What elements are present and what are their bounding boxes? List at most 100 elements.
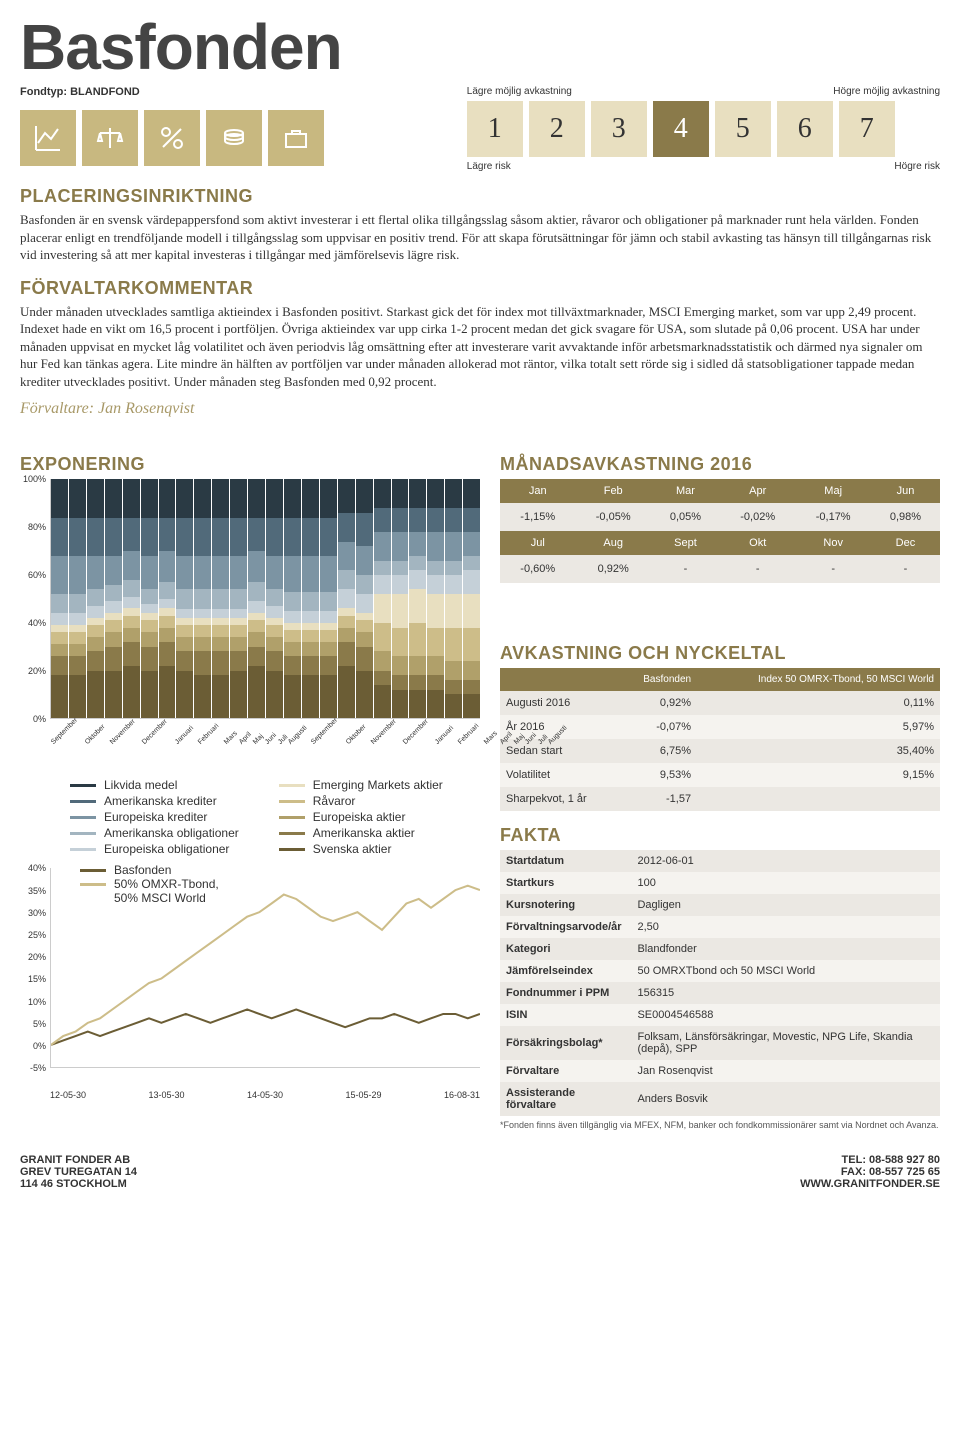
legend-item: Likvida medel [70, 778, 239, 792]
briefcase-icon [268, 110, 324, 166]
nyckeltal-table: BasfondenIndex 50 OMRX-Tbond, 50 MSCI Wo… [500, 668, 940, 811]
exposure-bar [141, 479, 158, 718]
chart-icon [20, 110, 76, 166]
forvaltar-body: Under månaden utvecklades samtliga aktie… [20, 303, 940, 391]
exposure-bar [374, 479, 391, 718]
table-row: Startkurs100 [500, 872, 940, 894]
exposure-bar [427, 479, 444, 718]
exposure-bar [159, 479, 176, 718]
icon-row [20, 110, 457, 166]
footer-web: WWW.GRANITFONDER.SE [800, 1178, 940, 1190]
exposure-bar [445, 479, 462, 718]
monthly-title: MÅNADSAVKASTNING 2016 [500, 454, 940, 475]
nyckeltal-title: AVKASTNING OCH NYCKELTAL [500, 643, 940, 664]
scale-icon [82, 110, 138, 166]
page-title: Basfonden [20, 10, 940, 84]
table-cell: Jun [871, 479, 940, 503]
table-row: Assisterande förvaltareAnders Bosvik [500, 1082, 940, 1116]
placering-body: Basfonden är en svensk värdepappersfond … [20, 211, 940, 264]
table-cell: - [795, 555, 870, 583]
table-row: Sharpekvot, 1 år-1,57 [500, 787, 940, 811]
legend-item: Europeiska krediter [70, 810, 239, 824]
manager-name: Förvaltare: Jan Rosenqvist [20, 400, 940, 418]
risk-box-5: 5 [715, 101, 771, 157]
exposure-bar [123, 479, 140, 718]
legend-item: Råvaror [279, 794, 443, 808]
table-cell: -0,05% [575, 503, 650, 531]
risk-sub-high: Högre risk [894, 161, 940, 172]
footer-tel: TEL: 08-588 927 80 [800, 1154, 940, 1166]
legend-item: Emerging Markets aktier [279, 778, 443, 792]
legend-item: Svenska aktier [279, 842, 443, 856]
risk-high-label: Högre möjlig avkastning [833, 86, 940, 97]
performance-chart: Basfonden 50% OMXR-Tbond, 50% MSCI World… [20, 868, 480, 1088]
risk-low-label: Lägre möjlig avkastning [467, 86, 572, 97]
table-cell: - [871, 555, 940, 583]
exposure-bar [69, 479, 86, 718]
money-icon [206, 110, 262, 166]
table-row: Jämförelseindex50 OMRXTbond och 50 MSCI … [500, 960, 940, 982]
exposure-bar [320, 479, 337, 718]
risk-sub-low: Lägre risk [467, 161, 511, 172]
fakta-title: FAKTA [500, 825, 940, 846]
exposure-bar [409, 479, 426, 718]
footer-company: GRANIT FONDER AB [20, 1154, 137, 1166]
legend-item: Europeiska aktier [279, 810, 443, 824]
exposure-bar [212, 479, 229, 718]
table-cell: Apr [720, 479, 795, 503]
table-header [500, 668, 620, 691]
section-forvaltar-title: FÖRVALTARKOMMENTAR [20, 278, 940, 299]
legend-item: Amerikanska obligationer [70, 826, 239, 840]
table-row: Volatilitet9,53%9,15% [500, 763, 940, 787]
exposure-bar [284, 479, 301, 718]
table-cell: 0,92% [575, 555, 650, 583]
table-cell: Maj [795, 479, 870, 503]
table-row: FörvaltareJan Rosenqvist [500, 1060, 940, 1082]
table-row: KursnoteringDagligen [500, 894, 940, 916]
exposure-bar [266, 479, 283, 718]
legend-item: Amerikanska aktier [279, 826, 443, 840]
legend-item: Europeiska obligationer [70, 842, 239, 856]
risk-box-1: 1 [467, 101, 523, 157]
table-row: ISINSE0004546588 [500, 1004, 940, 1026]
table-cell: -0,17% [795, 503, 870, 531]
section-placering-title: PLACERINGSINRIKTNING [20, 186, 940, 207]
exposure-bar [302, 479, 319, 718]
footer-city: 114 46 STOCKHOLM [20, 1178, 137, 1190]
table-cell: -0,02% [720, 503, 795, 531]
fakta-footnote: *Fonden finns även tillgänglig via MFEX,… [500, 1120, 940, 1130]
footer-fax: FAX: 08-557 725 65 [800, 1166, 940, 1178]
risk-box-3: 3 [591, 101, 647, 157]
monthly-table: JanFebMarAprMajJun -1,15%-0,05%0,05%-0,0… [500, 479, 940, 583]
exposure-bar [338, 479, 355, 718]
table-cell: Jul [500, 531, 575, 555]
risk-box-2: 2 [529, 101, 585, 157]
exposure-bar [105, 479, 122, 718]
table-cell: Aug [575, 531, 650, 555]
table-row: Fondnummer i PPM156315 [500, 982, 940, 1004]
table-cell: -1,15% [500, 503, 575, 531]
exposure-chart: 100%80%60%40%20%0% [20, 479, 480, 739]
table-cell: - [651, 555, 720, 583]
table-row: Sedan start6,75%35,40% [500, 739, 940, 763]
exposure-bar [87, 479, 104, 718]
legend-item: Amerikanska krediter [70, 794, 239, 808]
table-cell: Sept [651, 531, 720, 555]
exposure-bar [176, 479, 193, 718]
table-row: Augusti 20160,92%0,11% [500, 691, 940, 715]
exposure-bar [230, 479, 247, 718]
exposure-bar [463, 479, 480, 718]
fondtyp-label: Fondtyp: BLANDFOND [20, 86, 457, 98]
risk-box-4: 4 [653, 101, 709, 157]
exposure-legend: Likvida medel Amerikanska krediter Europei… [20, 778, 480, 856]
table-cell: Okt [720, 531, 795, 555]
table-cell: Jan [500, 479, 575, 503]
exposure-bar [248, 479, 265, 718]
exposure-bar [194, 479, 211, 718]
table-cell: Feb [575, 479, 650, 503]
table-row: Försäkringsbolag*Folksam, Länsförsäkring… [500, 1026, 940, 1060]
table-cell: 0,05% [651, 503, 720, 531]
table-cell: 0,98% [871, 503, 940, 531]
exposure-bar [356, 479, 373, 718]
page-footer: GRANIT FONDER AB GREV TUREGATAN 14 114 4… [20, 1154, 940, 1190]
